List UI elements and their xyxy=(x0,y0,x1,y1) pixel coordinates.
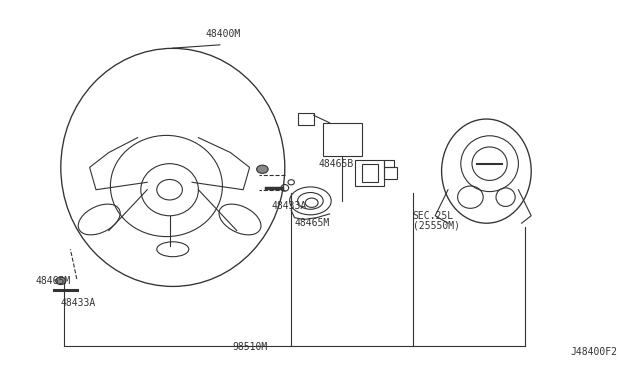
Text: 48465M: 48465M xyxy=(294,218,330,228)
Text: 98510M: 98510M xyxy=(232,341,268,352)
Text: 48433A: 48433A xyxy=(272,202,307,211)
Text: 48433A: 48433A xyxy=(61,298,96,308)
Text: 48400M: 48400M xyxy=(205,29,241,39)
Ellipse shape xyxy=(257,165,268,173)
Text: (25550M): (25550M) xyxy=(413,220,460,230)
Ellipse shape xyxy=(56,277,66,285)
Text: J48400F2: J48400F2 xyxy=(571,347,618,357)
Text: 48465M: 48465M xyxy=(35,276,70,286)
Text: 48465B: 48465B xyxy=(319,160,354,169)
Text: SEC.25L: SEC.25L xyxy=(413,211,454,221)
